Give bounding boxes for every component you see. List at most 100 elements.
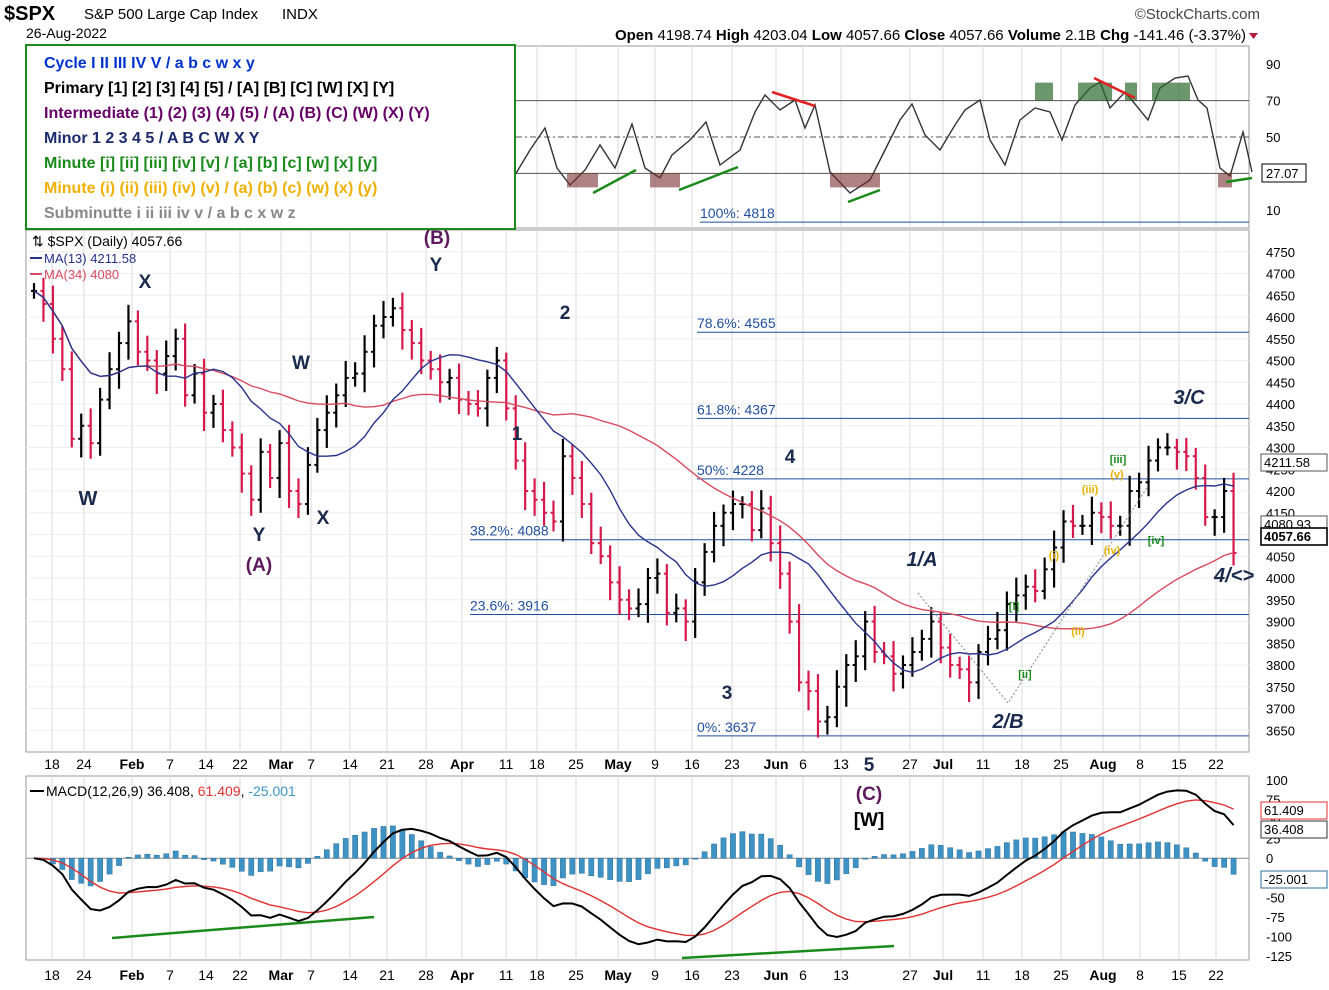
macd-histogram-bar: [937, 845, 944, 859]
price-bar: [899, 655, 906, 689]
x-tick-label: 11: [499, 756, 514, 772]
x-tick-label: 28: [418, 967, 434, 983]
wave-label: X: [139, 272, 152, 293]
price-tick-label: 4750: [1266, 245, 1295, 260]
wave-label: X: [317, 508, 330, 529]
price-bar: [465, 390, 472, 416]
x-tick-label: 9: [651, 756, 659, 772]
macd-histogram-bar: [531, 857, 538, 883]
x-tick-label: 18: [529, 756, 545, 772]
price-tick-label: 4300: [1266, 441, 1295, 456]
macd-histogram-bar: [834, 857, 840, 881]
wave-label: [i]: [1009, 601, 1020, 613]
x-tick-label: 22: [232, 967, 248, 983]
macd-histogram-bar: [238, 857, 245, 872]
macd-histogram-bar: [654, 857, 661, 869]
price-legend: ⇅ $SPX (Daily) 4057.66: [32, 233, 182, 249]
price-panel: 3650370037503800385039003950400040504100…: [25, 205, 1328, 753]
price-tick-label: 4000: [1266, 571, 1295, 586]
price-bar: [909, 637, 916, 677]
macd-histogram-bar: [125, 857, 132, 859]
price-tick-label: 3950: [1266, 593, 1295, 608]
macd-divergence-line: [111, 915, 375, 940]
x-tick-label: 9: [651, 967, 659, 983]
macd-histogram-bar: [295, 857, 302, 869]
price-bar: [522, 442, 529, 511]
wave-label: 1: [512, 424, 523, 445]
price-bar: [361, 335, 368, 393]
wave-label: Y: [430, 255, 443, 276]
x-tick-label: 15: [1171, 967, 1187, 983]
date-label: 26-Aug-2022: [26, 25, 107, 41]
macd-histogram-bar: [862, 857, 869, 860]
macd-histogram-bar: [1098, 836, 1105, 859]
macd-value-box: [1260, 870, 1328, 889]
price-bar: [1173, 438, 1180, 470]
wave-label: 5: [864, 755, 875, 776]
x-tick-label: 7: [166, 967, 174, 983]
macd-histogram-bar: [758, 833, 765, 859]
macd-histogram-bar: [1136, 843, 1142, 859]
macd-histogram-bar: [796, 857, 802, 868]
price-bar: [814, 674, 821, 738]
x-tick-label: 18: [529, 967, 545, 983]
price-tick-label: 4650: [1266, 288, 1295, 303]
price-bar: [1098, 502, 1105, 534]
exchange-label: INDX: [282, 6, 318, 23]
price-bar: [267, 444, 274, 488]
rsi-divergence-line: [1093, 76, 1136, 100]
macd-histogram-bar: [399, 829, 406, 859]
price-bar: [333, 383, 340, 428]
wave-label: 2: [560, 303, 571, 324]
price-bar: [87, 408, 94, 459]
wave-label: 4: [785, 447, 796, 468]
x-tick-label: May: [604, 756, 631, 772]
macd-divergence-line: [681, 944, 895, 960]
x-tick-label: Apr: [450, 967, 475, 983]
x-tick-label: 27: [902, 967, 918, 983]
fib-level-label: 38.2%: 4088: [470, 523, 549, 539]
price-bar: [503, 352, 510, 421]
price-bar: [966, 655, 973, 702]
x-tick-label: Mar: [269, 756, 294, 772]
legend-line: Minute (i) (ii) (iii) (iv) (v) / (a) (b)…: [44, 180, 377, 197]
price-bar: [1041, 557, 1048, 600]
price-tick-label: 4350: [1266, 419, 1295, 434]
x-tick-label: 11: [499, 967, 514, 983]
price-bar: [843, 654, 850, 707]
price-bar: [380, 300, 387, 339]
price-bar: [1088, 496, 1095, 545]
price-bar: [201, 358, 208, 431]
legend-line: Minor 1 2 3 4 5 / A B C W X Y: [44, 130, 260, 147]
macd-histogram-bar: [777, 845, 784, 859]
macd-histogram-bar: [569, 857, 576, 875]
price-bar: [484, 369, 491, 427]
macd-histogram-bar: [1107, 840, 1114, 859]
rsi-overbought-fill: [1125, 82, 1137, 101]
price-bar: [616, 566, 623, 615]
macd-tick-label: -50: [1266, 890, 1285, 905]
macd-histogram-bar: [900, 853, 906, 859]
x-tick-label: 7: [307, 756, 315, 772]
price-bar: [182, 323, 189, 407]
macd-histogram-bar: [597, 857, 604, 878]
chg-down-arrow-icon: [1249, 33, 1258, 39]
macd-signal-line: [33, 799, 1234, 937]
price-bar: [1221, 477, 1228, 533]
macd-histogram-bar: [909, 851, 916, 859]
macd-histogram-bar: [182, 854, 188, 859]
macd-histogram-bar: [881, 854, 887, 859]
price-bar: [1126, 475, 1133, 546]
macd-tick-label: -125: [1266, 949, 1292, 964]
macd-histogram-bar: [220, 857, 226, 865]
price-bar: [116, 331, 123, 389]
price-bar: [219, 389, 226, 443]
macd-histogram-bar: [1070, 831, 1076, 859]
x-tick-label: 25: [1053, 756, 1069, 772]
macd-histogram-bar: [890, 854, 897, 859]
price-bar: [531, 478, 538, 516]
price-bar: [1060, 510, 1067, 563]
price-bar: [314, 417, 321, 473]
price-value-label: 4211.58: [1264, 455, 1310, 470]
macd-histogram-bar: [1155, 841, 1161, 859]
